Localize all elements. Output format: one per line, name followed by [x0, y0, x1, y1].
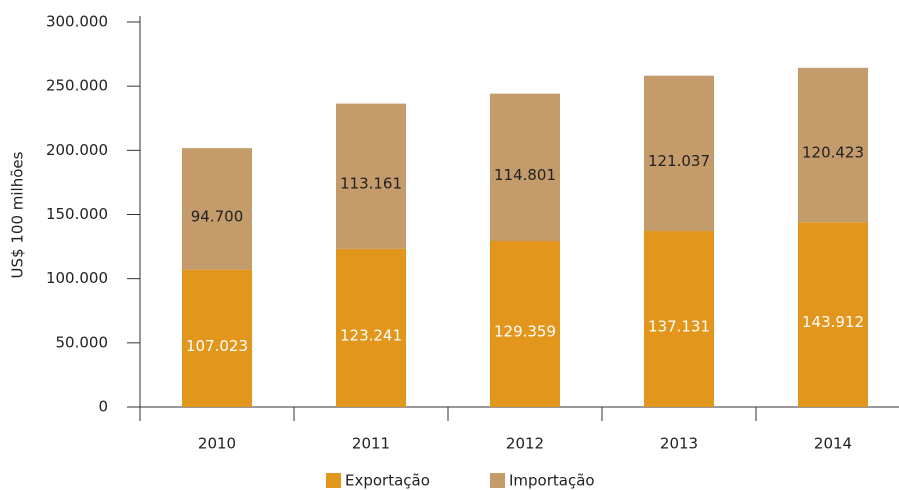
bar-segment [336, 103, 406, 249]
data-label: 129.359 [494, 322, 556, 340]
y-tick-label: 200.000 [46, 141, 108, 159]
bar-segment [644, 231, 714, 407]
x-tick-label: 2012 [506, 435, 544, 453]
bar-segment [798, 222, 868, 407]
data-label: 143.912 [802, 313, 864, 331]
data-label: 94.700 [191, 207, 244, 225]
data-label: 137.131 [648, 318, 710, 336]
legend-swatch [326, 473, 341, 488]
bar-segment [644, 75, 714, 232]
bar-segment [798, 67, 868, 223]
data-label: 113.161 [340, 175, 402, 193]
y-axis-label: US$ 100 milhões [9, 151, 27, 278]
data-label: 107.023 [186, 337, 248, 355]
legend-swatch [490, 473, 505, 488]
y-tick-label: 50.000 [56, 333, 109, 351]
bar-segment [182, 269, 252, 407]
data-label: 114.801 [494, 166, 556, 184]
y-tick-label: 0 [98, 398, 108, 416]
y-tick-label: 250.000 [46, 77, 108, 95]
bar-segment [336, 248, 406, 407]
x-tick-label: 2011 [352, 435, 390, 453]
bar-segment [490, 240, 560, 407]
bar-segment [182, 148, 252, 270]
bar-segment [490, 93, 560, 241]
legend-label: Importação [509, 472, 595, 490]
data-label: 123.241 [340, 326, 402, 344]
y-tick-label: 150.000 [46, 205, 108, 223]
data-label: 120.423 [802, 144, 864, 162]
legend-label: Exportação [345, 472, 430, 490]
x-tick-label: 2013 [660, 435, 698, 453]
x-tick-label: 2014 [814, 435, 852, 453]
y-tick-label: 100.000 [46, 269, 108, 287]
data-label: 121.037 [648, 152, 710, 170]
y-tick-label: 300.000 [46, 13, 108, 31]
x-tick-label: 2010 [198, 435, 236, 453]
